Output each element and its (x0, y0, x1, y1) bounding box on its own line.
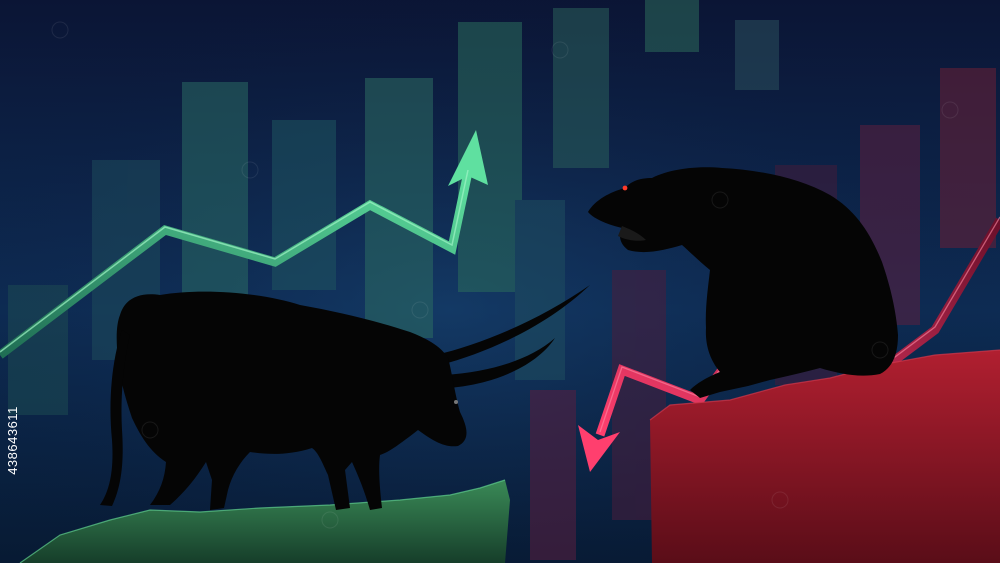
candle-bar (272, 120, 336, 290)
green-arrow-head (448, 130, 488, 186)
red-arrow-head (578, 425, 620, 472)
bear-silhouette (588, 167, 898, 398)
image-id-text: 438643611 (4, 405, 20, 475)
green-cliff-edge (19, 479, 506, 563)
candle-bar (553, 8, 609, 168)
green-arrow-highlight (0, 169, 469, 353)
bull-eye (454, 400, 458, 404)
bull-body (116, 291, 467, 510)
candle-bar (530, 390, 576, 560)
candle-bar (645, 0, 699, 52)
bull-horn (435, 285, 590, 365)
bull-silhouette (100, 285, 590, 510)
candle-bar (182, 82, 248, 322)
candle-bar (940, 68, 996, 248)
green-up-arrow (0, 130, 488, 359)
bull-horn (445, 338, 555, 388)
green-cliff (20, 480, 510, 563)
bear-eye (622, 185, 628, 191)
bull-tail (100, 330, 130, 506)
red-cliff-edge (649, 349, 1000, 421)
red-cliff (650, 350, 1000, 563)
bear-body (588, 167, 898, 398)
candle-bar (735, 20, 779, 90)
bear-mouth (618, 226, 646, 241)
image-id-label: 438643611 (4, 330, 20, 550)
watermark-pattern (51, 21, 959, 529)
